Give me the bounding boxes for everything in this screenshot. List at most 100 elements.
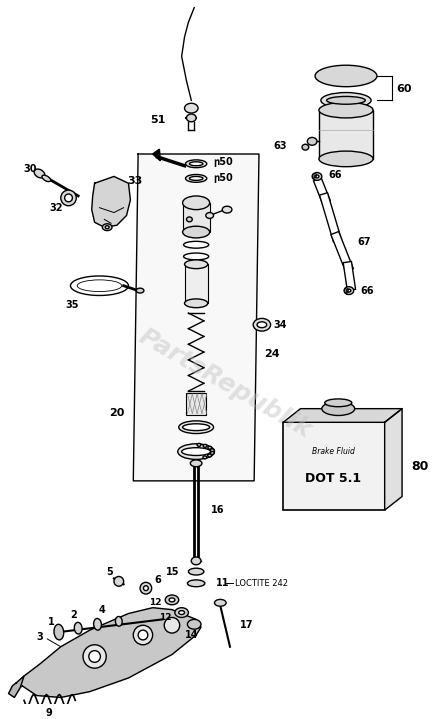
Ellipse shape [183, 196, 210, 210]
Ellipse shape [70, 276, 128, 296]
Ellipse shape [187, 580, 205, 587]
Bar [283, 422, 385, 510]
Text: 67: 67 [358, 237, 371, 247]
Text: PartsRepublik: PartsRepublik [135, 324, 316, 442]
Ellipse shape [312, 173, 322, 180]
Text: 34: 34 [273, 320, 287, 330]
Ellipse shape [203, 456, 207, 459]
Ellipse shape [325, 399, 352, 407]
Circle shape [83, 645, 106, 668]
Ellipse shape [191, 557, 201, 564]
Ellipse shape [327, 96, 365, 104]
Ellipse shape [197, 444, 201, 446]
Ellipse shape [34, 169, 45, 178]
Ellipse shape [307, 137, 317, 145]
Ellipse shape [222, 206, 232, 213]
Ellipse shape [210, 452, 214, 454]
Ellipse shape [185, 175, 207, 183]
Text: 66: 66 [361, 285, 374, 296]
Ellipse shape [165, 595, 179, 605]
Text: φ: φ [312, 171, 317, 180]
Polygon shape [385, 408, 402, 510]
Text: 51: 51 [150, 115, 165, 125]
Text: 12: 12 [159, 613, 171, 622]
Ellipse shape [206, 213, 214, 219]
Ellipse shape [144, 586, 148, 590]
Text: LOCTITE 242: LOCTITE 242 [235, 579, 288, 588]
Polygon shape [133, 154, 259, 481]
Text: 1: 1 [48, 618, 55, 628]
Ellipse shape [214, 600, 226, 606]
Circle shape [61, 190, 76, 206]
Text: 14: 14 [184, 630, 198, 640]
Text: 63: 63 [273, 141, 287, 151]
Text: Brake Fluid: Brake Fluid [312, 447, 355, 456]
Ellipse shape [184, 253, 209, 260]
Ellipse shape [184, 104, 198, 113]
Ellipse shape [208, 454, 211, 457]
Ellipse shape [184, 260, 208, 269]
Circle shape [65, 194, 72, 202]
Ellipse shape [136, 288, 144, 293]
Polygon shape [153, 149, 161, 161]
Text: 12: 12 [149, 598, 162, 608]
Ellipse shape [315, 65, 377, 87]
Text: 9: 9 [46, 708, 53, 718]
Text: 3: 3 [36, 632, 43, 642]
Ellipse shape [257, 322, 267, 328]
Ellipse shape [115, 616, 122, 626]
Ellipse shape [74, 623, 82, 634]
Ellipse shape [140, 582, 151, 594]
Text: ր50: ր50 [214, 173, 233, 183]
Ellipse shape [302, 145, 309, 150]
Bar [319, 110, 373, 159]
Ellipse shape [344, 287, 354, 295]
Text: 30: 30 [23, 164, 36, 174]
Polygon shape [283, 408, 402, 422]
Text: 11: 11 [215, 578, 229, 588]
Ellipse shape [183, 423, 210, 431]
Polygon shape [17, 608, 201, 697]
Text: 20: 20 [109, 408, 125, 418]
Ellipse shape [175, 608, 188, 618]
Ellipse shape [102, 224, 112, 231]
Ellipse shape [189, 176, 203, 180]
Text: φ: φ [343, 286, 349, 295]
Text: DOT 5.1: DOT 5.1 [306, 472, 362, 485]
Ellipse shape [321, 93, 371, 108]
Text: 24: 24 [264, 349, 279, 359]
Ellipse shape [179, 610, 184, 615]
Ellipse shape [178, 444, 214, 459]
Bar [187, 393, 206, 415]
Text: 5: 5 [106, 567, 112, 577]
Ellipse shape [184, 299, 208, 308]
Ellipse shape [77, 280, 122, 292]
Ellipse shape [188, 568, 204, 575]
Ellipse shape [319, 151, 373, 167]
Text: 4: 4 [99, 605, 106, 615]
Ellipse shape [114, 577, 124, 586]
Text: ր50: ր50 [214, 157, 233, 167]
Ellipse shape [187, 114, 196, 122]
Ellipse shape [179, 421, 214, 434]
Ellipse shape [208, 446, 212, 449]
Ellipse shape [187, 217, 192, 222]
Ellipse shape [191, 460, 202, 467]
Ellipse shape [183, 226, 210, 238]
Ellipse shape [184, 242, 209, 248]
Ellipse shape [315, 175, 319, 178]
Ellipse shape [347, 289, 351, 292]
Ellipse shape [319, 102, 373, 118]
Text: 80: 80 [412, 459, 429, 472]
Ellipse shape [94, 618, 102, 630]
Circle shape [89, 651, 100, 662]
Bar [184, 265, 208, 303]
Ellipse shape [54, 624, 64, 640]
Circle shape [138, 630, 148, 640]
Ellipse shape [42, 175, 51, 182]
Ellipse shape [322, 402, 355, 416]
Polygon shape [92, 176, 130, 227]
Ellipse shape [253, 319, 270, 331]
Text: 66: 66 [329, 170, 342, 180]
Ellipse shape [182, 448, 210, 456]
